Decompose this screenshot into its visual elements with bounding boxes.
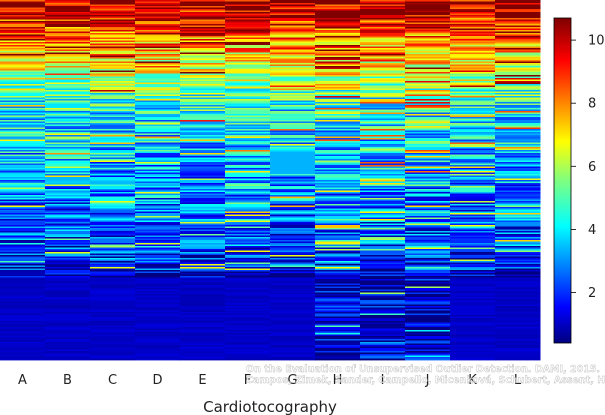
heatmap-column-c (90, 0, 136, 361)
x-tick-label: K (468, 373, 477, 388)
x-tick-label: L (514, 373, 522, 388)
colorbar-ticks: 2 4 6 8 10 (571, 34, 605, 301)
heatmap-column-l (495, 0, 541, 361)
heatmap-column-f (225, 0, 271, 361)
colorbar-tick-label: 10 (588, 34, 605, 49)
x-axis-title: Cardiotocography (203, 398, 337, 415)
x-tick-label: G (287, 373, 297, 388)
heatmap-column-g (270, 0, 316, 361)
heatmap-column-d (135, 0, 181, 361)
colorbar: 2 4 6 8 10 (553, 17, 605, 344)
colorbar-tick-label: 2 (588, 286, 596, 301)
credit-line-2: Campos, Zimek, Sander, Campello, Micenko… (246, 375, 605, 386)
heatmap-column-i (360, 0, 406, 361)
heatmap-column-e (180, 0, 226, 361)
x-tick-label: J (425, 373, 430, 388)
heatmap-column-b (45, 0, 91, 361)
x-tick-label: B (63, 373, 72, 388)
colorbar-tick-label: 4 (588, 223, 596, 238)
heatmap-column-a (0, 0, 46, 361)
credit-line-1: On the Evaluation of Unsupervised Outlie… (246, 364, 600, 375)
x-tick-label: H (333, 373, 343, 388)
heatmap-column-h (315, 0, 361, 361)
heatmap-column-j (405, 0, 451, 361)
x-tick-label: D (152, 373, 162, 388)
colorbar-tick-label: 8 (588, 97, 596, 112)
heatmap-columns (0, 0, 541, 361)
colorbar-gradient (553, 17, 572, 344)
x-tick-label: C (108, 373, 117, 388)
x-tick-label: A (18, 373, 27, 388)
x-tick-label: F (244, 373, 251, 388)
heatmap-column-k (450, 0, 496, 361)
colorbar-tick-label: 6 (588, 160, 596, 175)
x-tick-label: E (198, 373, 206, 388)
x-axis-ticks: A B C D E F G H I J K L (18, 373, 522, 388)
x-tick-label: I (381, 373, 385, 388)
credit-watermark: On the Evaluation of Unsupervised Outlie… (246, 364, 605, 386)
